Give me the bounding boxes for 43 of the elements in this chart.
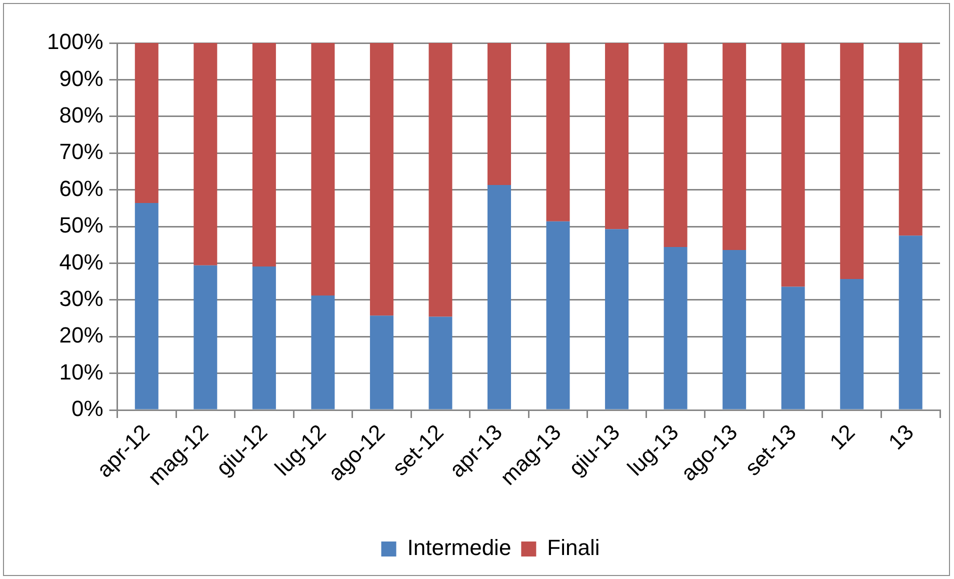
y-tick-label: 90%: [59, 66, 104, 91]
bar: [370, 316, 394, 410]
bar: [840, 278, 864, 410]
legend-label: Intermedie: [407, 535, 512, 560]
bar: [134, 43, 158, 204]
y-tick-label: 30%: [59, 286, 104, 311]
bar: [487, 43, 512, 186]
y-tick-label: 100%: [46, 29, 104, 54]
bar: [664, 43, 688, 248]
bar: [252, 43, 276, 267]
bar: [428, 316, 452, 410]
bar: [605, 229, 629, 410]
bar: [311, 295, 335, 410]
bar: [311, 43, 335, 296]
bar: [722, 43, 746, 250]
bar: [546, 43, 570, 222]
x-tick-label: 13: [883, 419, 918, 454]
bar: [722, 250, 746, 410]
bar: [134, 203, 158, 410]
bar: [487, 185, 512, 410]
bar: [252, 266, 276, 410]
bar: [194, 43, 218, 266]
bar: [546, 221, 570, 410]
bar: [428, 43, 452, 317]
bar: [194, 265, 218, 410]
y-tick-label: 40%: [59, 249, 104, 274]
y-tick-label: 0%: [71, 396, 104, 422]
y-tick-label: 60%: [59, 176, 104, 201]
bar: [664, 247, 688, 410]
y-tick-label: 70%: [59, 139, 104, 164]
y-tick-label: 50%: [59, 212, 104, 238]
y-tick-label: 10%: [59, 359, 104, 384]
bar: [898, 236, 922, 410]
y-tick-label: 80%: [59, 102, 104, 128]
bar: [605, 43, 629, 230]
bar: [898, 43, 922, 236]
bar: [781, 43, 805, 287]
bar: [370, 43, 394, 316]
legend-label: Finali: [547, 535, 600, 560]
x-tick-label: 12: [824, 419, 860, 454]
bar: [840, 43, 864, 279]
bar: [781, 286, 805, 410]
y-tick-label: 20%: [59, 322, 104, 348]
